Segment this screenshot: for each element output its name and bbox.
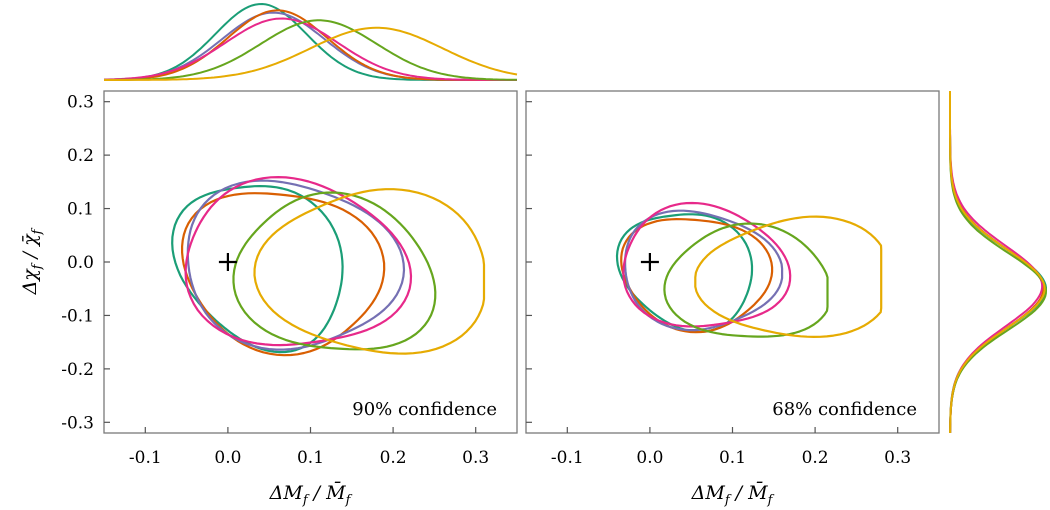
y-marginal-series-6 [949,91,1046,433]
x-tick-label: 0.2 [802,448,829,468]
x-tick-label: 0.3 [462,448,489,468]
x-marginal-series-1 [103,2,517,81]
axes-frame [103,90,518,434]
y-marginal-series-1 [949,91,1048,433]
x-axis-label-left: ΔMf / M̄f [269,481,353,508]
x-axis-label-right: ΔMf / M̄f [691,481,775,508]
x-tick-label: 0.0 [214,448,241,468]
x-tick-label: -0.1 [129,448,162,468]
tick-group: -0.1 0.0 0.1 0.2 0.3 [526,101,911,468]
x-tick-label: 0.1 [719,448,746,468]
contour-group [171,176,486,357]
contour-series-1 [615,213,754,333]
y-marginal-series-3 [949,91,1045,434]
y-marginal-series-2 [949,91,1045,434]
contour-series-5 [232,191,437,351]
x-marginal-series-2 [103,11,517,81]
confidence-label: 90% confidence [352,399,497,420]
contour-series-1 [171,185,344,354]
confidence-label: 68% confidence [772,399,917,420]
y-marginal-series-4 [949,91,1044,433]
y-marginal-series-5 [949,91,1048,433]
x-tick-label: 0.1 [297,448,324,468]
contour-series-6 [253,188,486,355]
reference-cross [218,253,237,271]
tick-group: -0.1 0.0 0.1 0.2 0.3 0.3 0.2 0.1 0.0 -0.1 -0.2 -0.3 [61,93,489,468]
contour-series-4 [622,201,792,328]
y-marginal-plot [949,91,1048,434]
y-tick-label: -0.3 [61,413,94,433]
x-tick-label: 0.3 [884,448,911,468]
x-tick-label: 0.2 [380,448,407,468]
contour-series-2 [620,218,774,334]
panel-90-confidence: -0.1 0.0 0.1 0.2 0.3 0.3 0.2 0.1 0.0 -0.1 -0.2 -0.3… [61,90,518,468]
axes-frame [525,90,940,434]
contour-series-2 [181,192,386,357]
x-tick-label: 0.0 [636,448,663,468]
reference-cross [640,253,659,271]
x-marginal-series-4 [103,17,517,81]
x-tick-label: -0.1 [551,448,584,468]
y-tick-label: 0.3 [67,93,94,113]
panel-68-confidence: -0.1 0.0 0.1 0.2 0.3 68% confidence [525,90,940,468]
y-tick-label: -0.1 [61,306,94,326]
contour-series-4 [184,176,413,347]
contour-series-3 [186,179,406,351]
y-tick-label: 0.0 [67,253,94,273]
contour-series-6 [694,215,883,338]
contour-group [615,201,883,338]
contour-series-5 [663,222,829,338]
y-tick-label: -0.2 [61,360,94,380]
y-axis-label: Δχf / χ̄f [19,227,45,295]
y-tick-label: 0.1 [67,200,94,220]
contour-series-3 [624,209,784,332]
x-marginal-series-6 [104,26,518,81]
x-marginal-series-5 [104,19,517,81]
y-tick-label: 0.2 [67,146,94,166]
x-marginal-plot [103,2,518,81]
